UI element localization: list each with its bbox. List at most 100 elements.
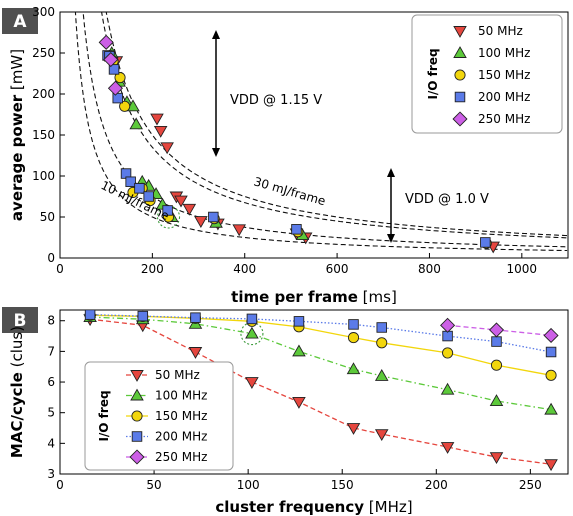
y-tick-label: 8 [47, 314, 55, 328]
data-point [292, 397, 306, 409]
x-tick-label: 150 [331, 478, 354, 492]
x-tick-label: 400 [233, 262, 256, 276]
vdd-10-label: VDD @ 1.0 V [405, 192, 489, 207]
data-point [346, 423, 361, 435]
data-point [153, 125, 168, 138]
legend-marker [130, 370, 144, 382]
data-point [489, 394, 504, 406]
x-tick-label: 0 [56, 478, 64, 492]
x-tick-label: 0 [56, 262, 64, 276]
panel-b: B 0 50 100 150 200 250 3 4 5 6 7 8 cluster frequenc… [2, 307, 569, 516]
data-point [103, 52, 119, 68]
data-point [440, 317, 456, 333]
legend-label: 250 MHz [478, 112, 530, 126]
panel-b-badge-text: B [14, 311, 27, 331]
panel-b-xlabel-bold: cluster frequency [215, 498, 364, 516]
data-point [174, 195, 188, 208]
data-point [489, 452, 504, 465]
legend-label: 100 MHz [478, 46, 530, 60]
data-point [208, 211, 219, 223]
x-tick-label: 1000 [507, 262, 538, 276]
data-point [442, 347, 454, 359]
y-tick-label: 150 [32, 128, 55, 142]
panel-a-badge [2, 8, 38, 34]
panel-b-plot-frame [59, 309, 569, 475]
energy-curve [105, 12, 568, 237]
data-point [374, 429, 389, 442]
y-tick-label: 300 [32, 5, 55, 19]
y-tick-label: 7 [47, 344, 55, 358]
panel-a-xlabel-bold: time per frame [231, 288, 358, 306]
x-tick-label: 600 [326, 262, 349, 276]
legend-marker [452, 111, 468, 127]
legend-label: 150 MHz [155, 409, 207, 423]
legend-marker [453, 26, 467, 38]
legend-marker [454, 91, 466, 103]
x-tick-label: 250 [519, 478, 542, 492]
data-point [245, 326, 259, 339]
data-point [134, 183, 145, 194]
data-point [150, 113, 164, 126]
series-line [90, 314, 552, 376]
data-point [162, 205, 173, 216]
panel-b-legend: I/O freq 50 MHz 100 MHz 150 MHz 200 MHz 250 … [84, 361, 234, 471]
legend-marker [453, 46, 467, 58]
panel-a-xlabel-unit: [ms] [363, 288, 397, 306]
panel-b-badge [2, 307, 38, 333]
data-point [129, 117, 143, 130]
data-point [490, 359, 503, 371]
y-tick-label: 6 [47, 375, 55, 389]
panel-a-ticks: 0 200 400 600 800 1000 0 50 100 150 200 250 300 [32, 5, 537, 276]
data-point [376, 337, 388, 349]
panel-b-ticks: 0 50 100 150 200 250 3 4 5 6 7 8 [47, 314, 541, 492]
data-point [182, 203, 197, 216]
legend-label: 100 MHz [155, 389, 207, 403]
legend-label: 50 MHz [478, 24, 523, 38]
data-point [84, 310, 96, 320]
legend-marker [129, 449, 145, 465]
data-point [543, 327, 559, 343]
data-point [291, 224, 302, 235]
legend-label: 150 MHz [478, 68, 530, 82]
curve-label-30mj: 30 mJ/frame [252, 174, 327, 208]
y-tick-label: 250 [32, 46, 55, 60]
panel-b-ylabel-bold: MAC/cycle [8, 372, 26, 458]
panel-a-ylabel: average power [mW] [8, 49, 26, 221]
data-point [160, 142, 174, 155]
y-tick-label: 100 [32, 169, 55, 183]
y-tick-label: 3 [47, 467, 55, 481]
data-point [98, 34, 114, 50]
panel-b-ylabel-unit: (clus) [8, 326, 26, 367]
data-point [143, 191, 154, 202]
x-tick-label: 200 [425, 478, 448, 492]
data-point [246, 313, 258, 325]
panel-a-ylabel-unit: [mW] [8, 49, 26, 90]
data-point [137, 310, 149, 322]
panel-b-xlabel-unit: [MHz] [369, 498, 413, 516]
data-point [440, 442, 455, 454]
x-tick-label: 50 [146, 478, 161, 492]
data-point [114, 72, 126, 84]
data-point [374, 368, 389, 381]
y-tick-label: 0 [47, 251, 55, 265]
panel-a-legend-title: I/O freq [426, 48, 440, 99]
panel-a-badge-text: A [13, 12, 27, 32]
energy-curve [74, 12, 568, 252]
x-tick-label: 100 [237, 478, 260, 492]
data-point [544, 459, 558, 472]
data-point [376, 322, 387, 333]
scatter-points [98, 34, 500, 254]
series-line [90, 316, 552, 411]
legend-marker [454, 69, 466, 81]
y-tick-label: 200 [32, 87, 55, 101]
legend-label: 250 MHz [155, 450, 207, 464]
data-point [232, 224, 246, 237]
data-point [190, 312, 201, 323]
y-tick-label: 50 [40, 210, 55, 224]
legend-marker [130, 388, 144, 401]
data-point [440, 382, 455, 395]
data-point [488, 322, 505, 338]
panel-a-ylabel-bold: average power [8, 94, 26, 221]
panel-b-ylabel: MAC/cycle (clus) [8, 326, 26, 458]
